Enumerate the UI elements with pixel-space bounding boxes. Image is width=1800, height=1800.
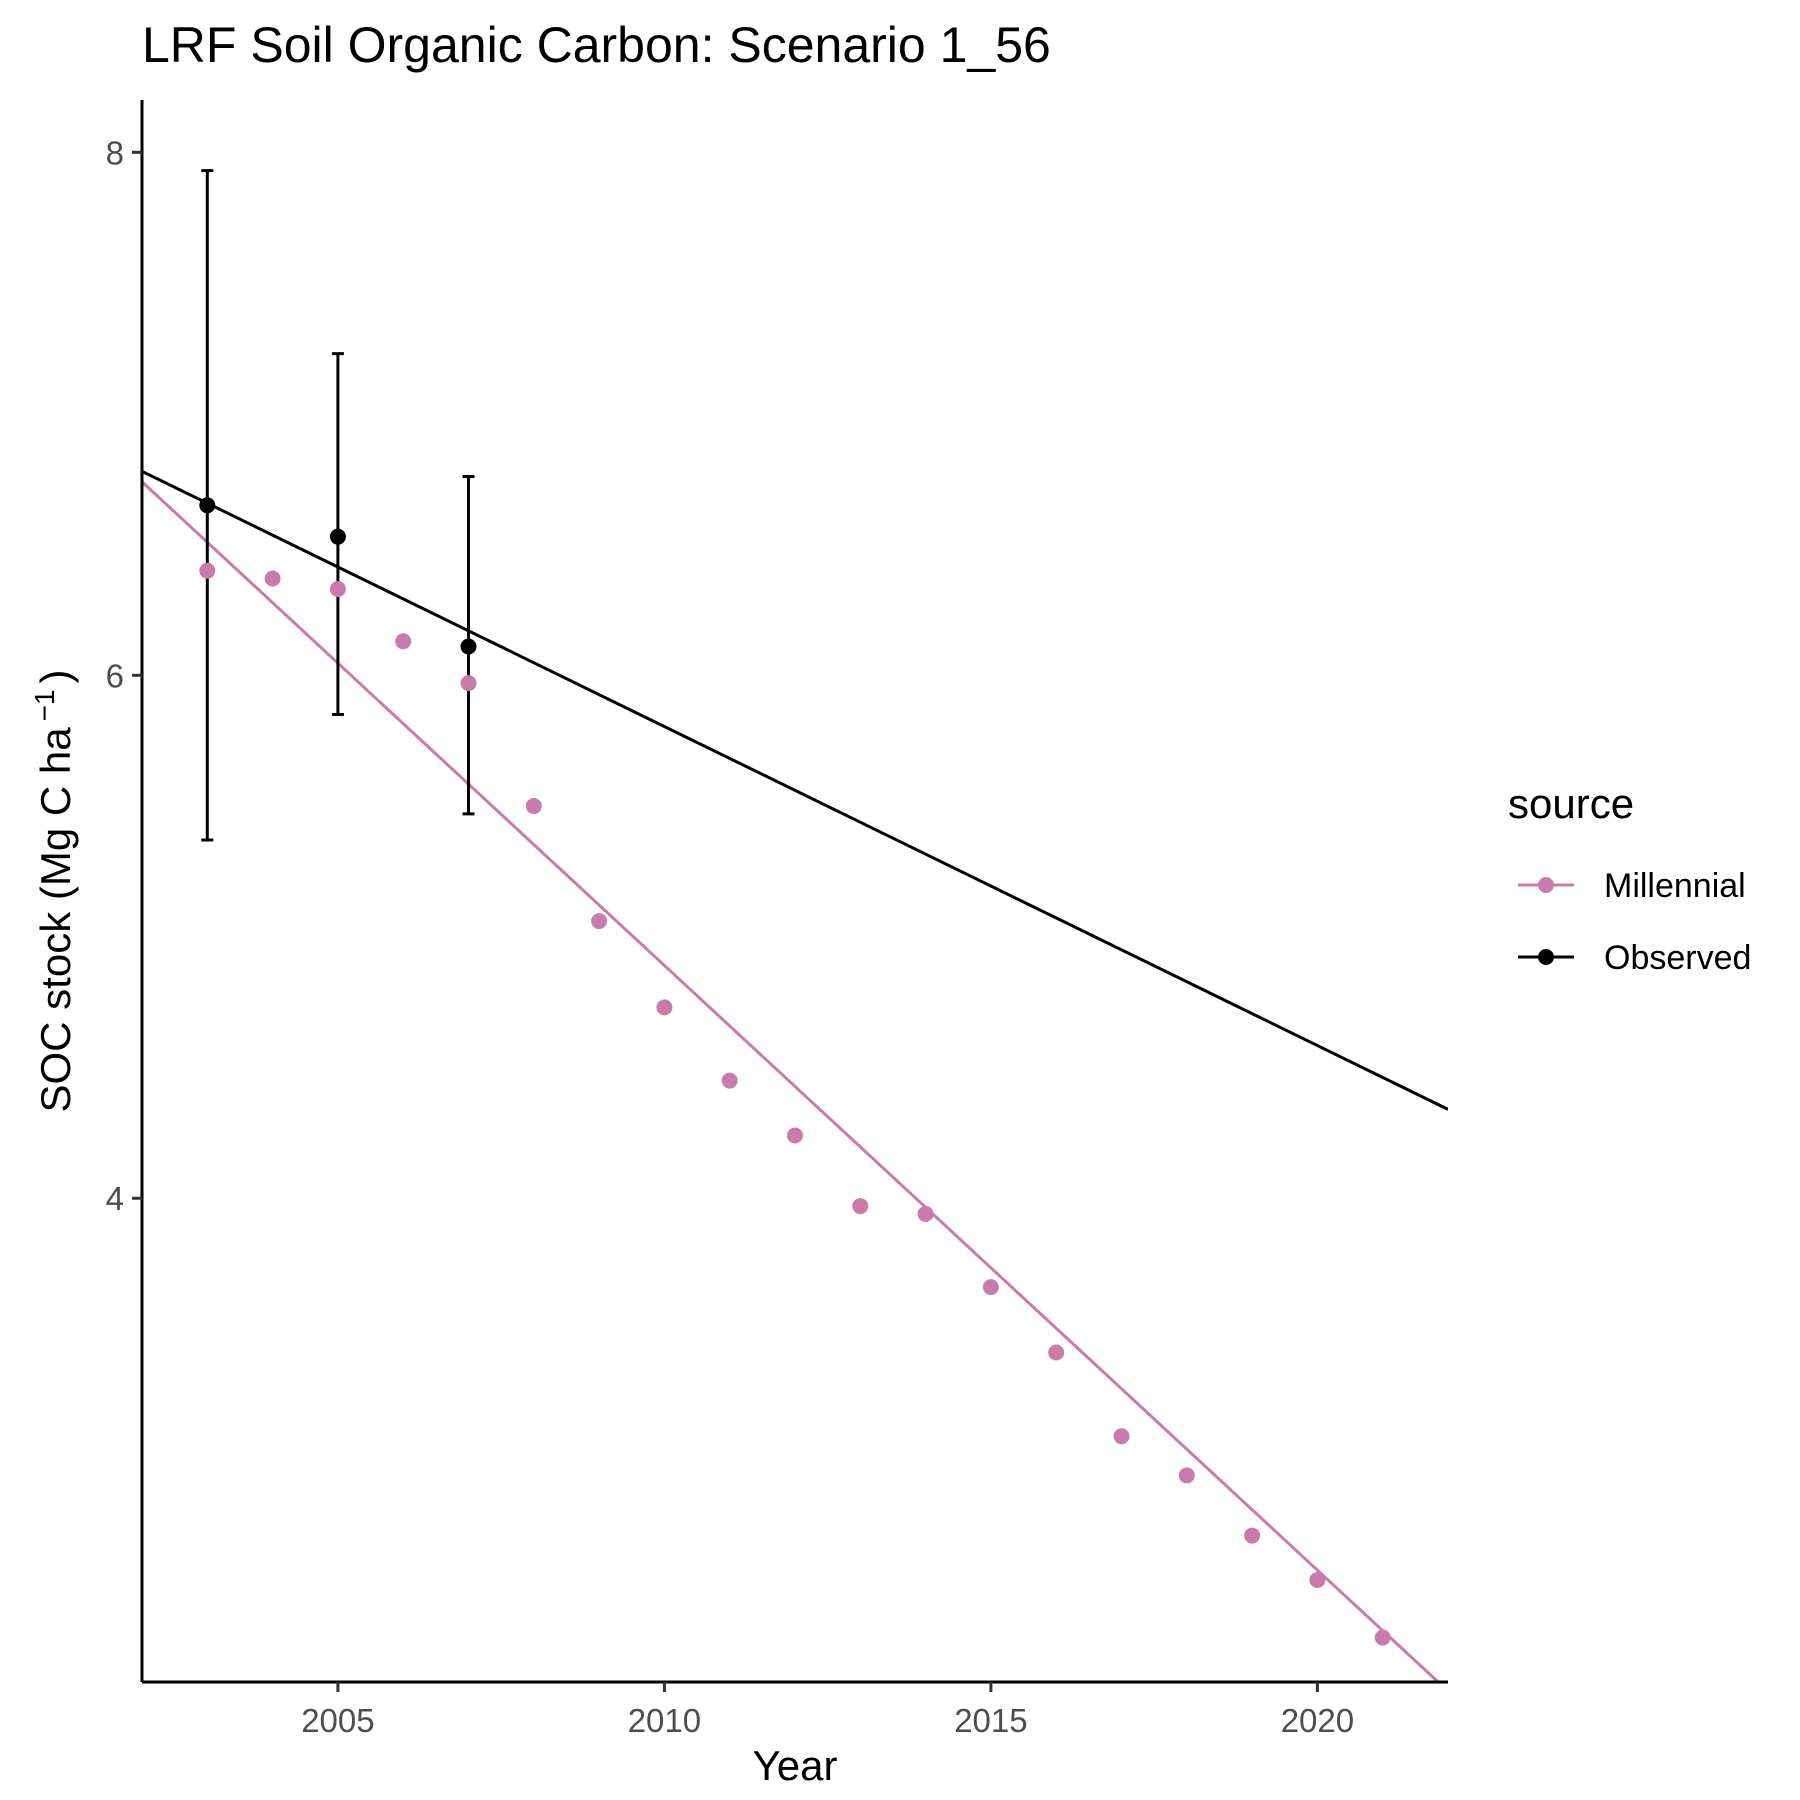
millennial-point	[591, 913, 608, 930]
millennial-point	[395, 633, 412, 650]
legend-entry-millennial: Millennial	[1518, 867, 1746, 905]
x-tick-label: 2005	[301, 1702, 374, 1739]
legend-title: source	[1508, 780, 1634, 827]
x-tick-label: 2020	[1281, 1702, 1354, 1739]
y-axis-title-main: SOC stock (Mg C ha	[32, 727, 79, 1113]
y-tick-label: 8	[106, 134, 124, 171]
y-axis-title-close: )	[32, 669, 79, 683]
x-tick-label: 2015	[954, 1702, 1027, 1739]
y-axis-title-superscript: −1	[29, 689, 60, 721]
millennial-point	[787, 1127, 803, 1144]
y-tick-label: 4	[106, 1180, 124, 1217]
observed-points	[199, 497, 477, 655]
millennial-trend-line	[142, 480, 1440, 1682]
panel-content	[142, 169, 1448, 1682]
plot-area	[142, 169, 1448, 1682]
millennial-point	[460, 675, 477, 692]
millennial-point	[656, 999, 673, 1016]
millennial-point	[1309, 1572, 1326, 1589]
legend: source Millennial Observed	[1508, 780, 1751, 977]
legend-key-point	[1538, 877, 1554, 893]
millennial-point	[264, 570, 281, 587]
chart-title: LRF Soil Organic Carbon: Scenario 1_56	[142, 17, 1051, 73]
observed-point	[329, 528, 346, 545]
millennial-point	[982, 1279, 999, 1296]
series-millennial	[142, 480, 1440, 1682]
millennial-point	[1374, 1629, 1391, 1646]
millennial-point	[721, 1072, 738, 1089]
millennial-points	[199, 562, 1391, 1646]
millennial-point	[852, 1198, 869, 1215]
legend-key-point	[1538, 949, 1554, 965]
axis-ticks: 2005 2010 2015 2020 4 6 8	[106, 134, 1354, 1739]
observed-point	[460, 638, 477, 655]
series-observed	[142, 169, 1448, 1111]
millennial-point	[329, 580, 346, 597]
millennial-point	[525, 798, 542, 815]
observed-trend-line	[142, 469, 1448, 1111]
millennial-point	[1244, 1527, 1261, 1544]
millennial-point	[917, 1205, 934, 1222]
y-axis-title: SOC stock (Mg C ha −1)	[29, 669, 79, 1112]
y-tick-label: 6	[106, 657, 124, 694]
legend-entry-observed: Observed	[1518, 939, 1751, 977]
x-axis-title: Year	[753, 1742, 838, 1789]
millennial-point	[199, 562, 216, 579]
millennial-point	[1048, 1344, 1065, 1361]
observed-point	[199, 497, 216, 514]
millennial-point	[1178, 1467, 1195, 1484]
x-tick-label: 2010	[628, 1702, 701, 1739]
millennial-point	[1113, 1428, 1130, 1445]
legend-label: Millennial	[1604, 867, 1746, 905]
legend-label: Observed	[1604, 939, 1751, 977]
